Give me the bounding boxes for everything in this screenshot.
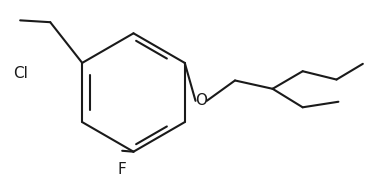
Text: F: F — [118, 162, 127, 177]
Text: Cl: Cl — [13, 65, 28, 81]
Text: O: O — [195, 93, 207, 108]
